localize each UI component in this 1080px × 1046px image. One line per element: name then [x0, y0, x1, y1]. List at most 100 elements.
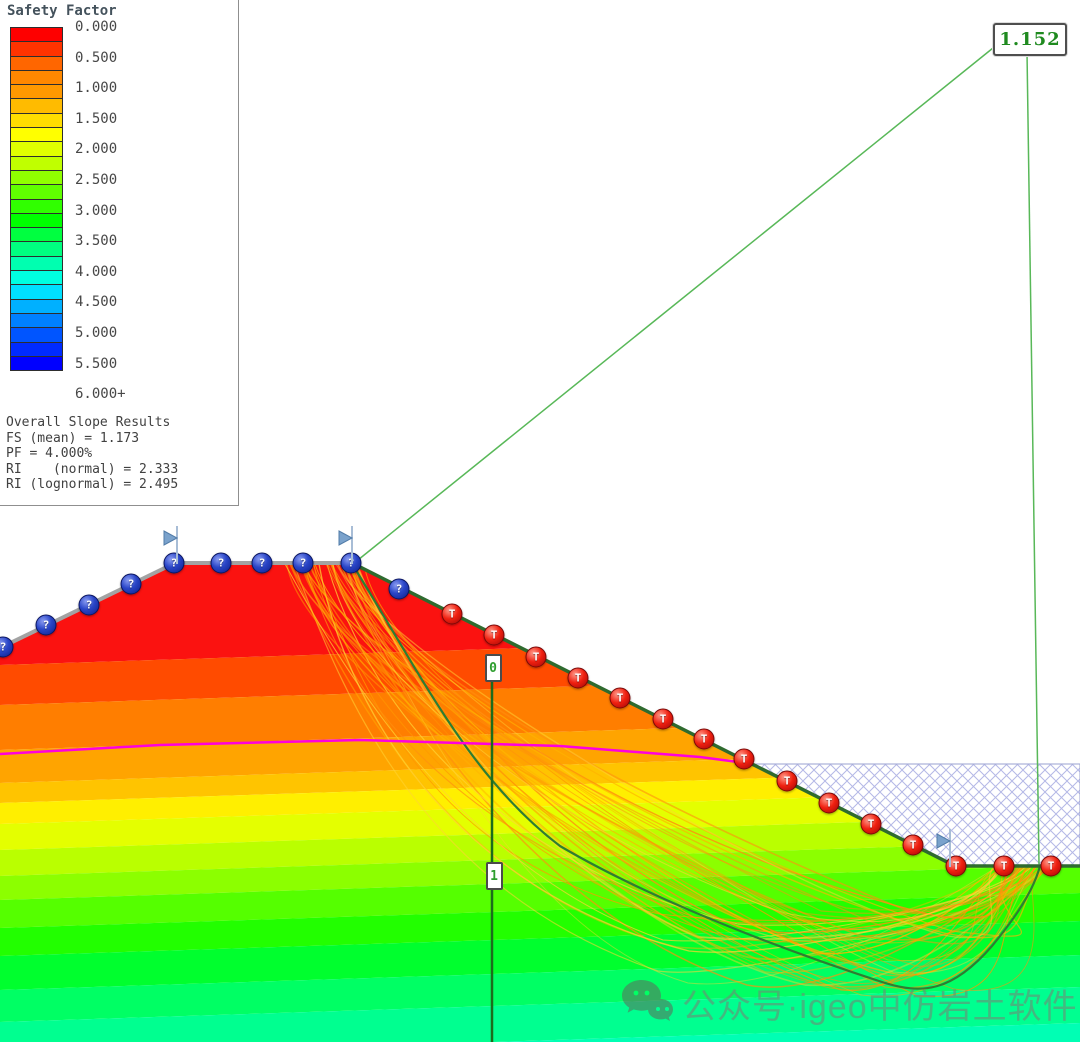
colorbar-segment: [10, 141, 63, 157]
vertex-marker-question[interactable]: ?: [78, 594, 100, 616]
vertex-marker-t[interactable]: T: [818, 792, 840, 814]
trial-surface: [309, 563, 1044, 974]
trial-surface: [337, 563, 995, 939]
trial-surface: [332, 563, 1003, 923]
trial-surface: [290, 563, 1010, 945]
contour-band: [0, 841, 1080, 900]
vertex-marker-t[interactable]: T: [993, 855, 1015, 877]
vertex-marker-question[interactable]: ?: [251, 552, 273, 574]
vertex-marker-t[interactable]: T: [776, 770, 798, 792]
vertex-marker-t[interactable]: T: [902, 834, 924, 856]
results-line: RI (normal) = 2.333: [6, 461, 179, 477]
flag-icon: [338, 526, 354, 564]
vertex-marker-question[interactable]: ?: [120, 573, 142, 595]
trial-surface: [351, 563, 1019, 919]
vertex-marker-t[interactable]: T: [567, 667, 589, 689]
vertex-marker-question[interactable]: ?: [388, 578, 410, 600]
legend-tick-label: 5.500: [75, 355, 118, 372]
contour-band: [0, 865, 1080, 928]
colorbar-segment: [10, 270, 63, 286]
bottom-margin: [0, 1042, 1080, 1046]
flag-icon: [936, 829, 952, 867]
wechat-icon: [622, 980, 673, 1021]
vertex-marker-question[interactable]: ?: [210, 552, 232, 574]
slope-limit-flag[interactable]: [936, 829, 953, 867]
colorbar-segment: [10, 184, 63, 200]
trial-surface: [284, 563, 1033, 942]
contour-band: [0, 955, 1080, 1022]
colorbar-segment: [10, 41, 63, 57]
trial-surface: [302, 563, 1046, 939]
trial-surface: [293, 563, 1036, 973]
watermark-text: 公众号·igeo中仿岩土软件: [682, 987, 1078, 1026]
vertex-marker-t[interactable]: T: [525, 646, 547, 668]
legend-tick-label: 1.500: [75, 110, 118, 127]
legend-tick-label: 3.000: [75, 202, 118, 219]
min-fs-value: 1.152: [999, 29, 1061, 50]
vertex-marker-question[interactable]: ?: [292, 552, 314, 574]
query-node-0[interactable]: 0: [484, 654, 502, 682]
vertex-marker-t[interactable]: T: [441, 603, 463, 625]
vertex-marker-t[interactable]: T: [693, 728, 715, 750]
water-table-line: [0, 738, 754, 766]
safety-factor-colorbar: [10, 27, 63, 372]
trial-surface: [351, 563, 1023, 988]
vertex-marker-t[interactable]: T: [1040, 855, 1062, 877]
legend-tick-label: 5.000: [75, 325, 118, 341]
trial-surface: [363, 563, 1031, 998]
trial-surface: [340, 563, 1022, 937]
slope-limit-flag[interactable]: [338, 526, 355, 564]
legend-tick-label: 3.500: [75, 233, 118, 250]
vertex-marker-t[interactable]: T: [733, 748, 755, 770]
trial-surface: [313, 563, 1051, 943]
contour-band: [0, 789, 1080, 850]
legend-tick-label: 6.000+: [75, 386, 126, 403]
colorbar-segment: [10, 255, 63, 272]
colorbar-segment: [10, 341, 63, 357]
trial-surface: [305, 563, 1042, 924]
colorbar-segment: [10, 169, 63, 186]
colorbar-segment: [10, 55, 63, 71]
min-fs-label[interactable]: 1.152: [993, 23, 1067, 56]
contour-band: [0, 987, 1080, 1042]
trial-surface: [286, 563, 1027, 977]
legend-tick-label: 0.000: [75, 19, 118, 35]
query-node-1[interactable]: 1: [485, 862, 503, 890]
colorbar-segment: [10, 84, 63, 100]
vertex-marker-t[interactable]: T: [860, 813, 882, 835]
trial-surface: [355, 563, 1000, 940]
results-line: FS (mean) = 1.173: [6, 430, 140, 446]
legend-tick-label: 4.500: [75, 294, 118, 311]
colorbar-segment: [10, 98, 63, 114]
colorbar-segment: [10, 127, 63, 143]
trial-surface: [304, 563, 1028, 989]
vertex-marker-question[interactable]: ?: [163, 552, 185, 574]
vertex-marker-t[interactable]: T: [652, 708, 674, 730]
slope-limit-flag[interactable]: [163, 526, 180, 564]
colorbar-segment: [10, 284, 63, 300]
contour-band: [0, 893, 1080, 956]
trial-surface: [304, 563, 1022, 976]
legend-title: Safety Factor: [7, 3, 117, 19]
trial-slip-surfaces: [284, 563, 1051, 998]
trial-surface: [318, 563, 1003, 953]
legend-panel: Safety Factor 0.000 0.500 1.000 1.500 2.000 2…: [0, 0, 239, 506]
colorbar-segment: [10, 212, 63, 229]
legend-tick-label: 2.000: [75, 141, 118, 158]
trial-surface: [343, 563, 1039, 974]
vertex-marker-t[interactable]: T: [609, 687, 631, 709]
overall-slope-results: Overall Slope Results FS (mean) = 1.173 PF…: [6, 415, 178, 493]
query-node-1-label: 1: [490, 868, 498, 884]
vertex-marker-question[interactable]: ?: [35, 614, 57, 636]
legend-tick-label: 2.500: [75, 172, 118, 188]
min-fs-leader-line: [352, 47, 994, 565]
legend-tick-label: 0.500: [75, 49, 118, 66]
flag-icon: [163, 526, 179, 564]
colorbar-segment: [10, 327, 63, 343]
trial-surface: [301, 563, 1049, 997]
vertex-marker-t[interactable]: T: [483, 624, 505, 646]
legend-tick-label: 1.000: [75, 80, 118, 97]
colorbar-segment: [10, 298, 63, 314]
